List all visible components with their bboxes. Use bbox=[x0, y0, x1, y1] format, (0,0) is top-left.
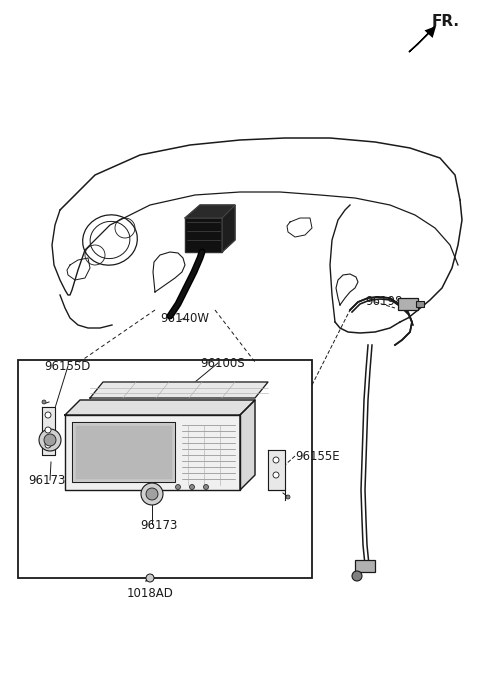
Text: 96140W: 96140W bbox=[160, 312, 209, 325]
Circle shape bbox=[42, 400, 46, 404]
Circle shape bbox=[176, 484, 180, 490]
Circle shape bbox=[44, 434, 56, 446]
Circle shape bbox=[146, 574, 154, 582]
Circle shape bbox=[273, 472, 279, 478]
Bar bbox=[398, 298, 418, 310]
Polygon shape bbox=[90, 382, 268, 398]
Text: 96173: 96173 bbox=[28, 474, 65, 487]
Polygon shape bbox=[268, 450, 285, 490]
Text: FR.: FR. bbox=[432, 14, 460, 29]
Circle shape bbox=[286, 495, 290, 499]
Circle shape bbox=[39, 429, 61, 451]
Circle shape bbox=[352, 571, 362, 581]
Circle shape bbox=[141, 483, 163, 505]
Polygon shape bbox=[222, 205, 235, 252]
Circle shape bbox=[146, 488, 158, 500]
Polygon shape bbox=[65, 400, 255, 415]
Circle shape bbox=[45, 412, 51, 418]
Circle shape bbox=[204, 484, 208, 490]
Text: 96173: 96173 bbox=[140, 519, 178, 532]
Polygon shape bbox=[409, 26, 435, 52]
Circle shape bbox=[45, 427, 51, 433]
Text: 1018AD: 1018AD bbox=[127, 587, 173, 600]
Bar bbox=[18, 360, 312, 578]
Polygon shape bbox=[185, 205, 235, 218]
Text: 96155E: 96155E bbox=[295, 450, 340, 463]
Polygon shape bbox=[240, 400, 255, 490]
Circle shape bbox=[190, 484, 194, 490]
Circle shape bbox=[273, 457, 279, 463]
Text: 96100S: 96100S bbox=[200, 357, 245, 370]
Text: 96155D: 96155D bbox=[44, 360, 90, 373]
Polygon shape bbox=[76, 426, 171, 478]
Polygon shape bbox=[42, 407, 55, 455]
Circle shape bbox=[45, 442, 51, 448]
Polygon shape bbox=[72, 422, 175, 482]
Text: 96198: 96198 bbox=[365, 295, 402, 308]
Bar bbox=[355, 560, 375, 572]
Polygon shape bbox=[65, 415, 240, 490]
Polygon shape bbox=[185, 218, 222, 252]
Bar bbox=[416, 301, 424, 307]
